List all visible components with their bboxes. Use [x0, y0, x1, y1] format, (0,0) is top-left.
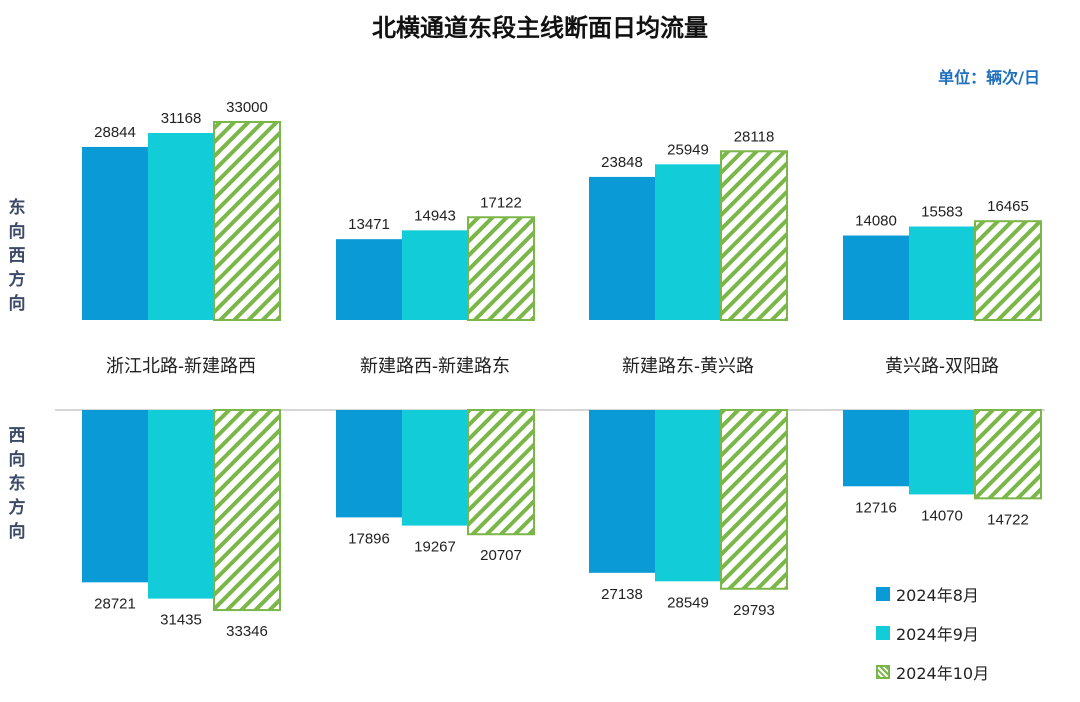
bar-label-top-0-1: 31168	[161, 110, 202, 127]
bar-label-top-1-1: 14943	[414, 207, 456, 224]
bar-label-bottom-2-2: 29793	[733, 602, 775, 619]
legend-swatch	[876, 586, 890, 601]
bar-label-top-1-2: 17122	[480, 194, 522, 211]
bar-label-top-3-2: 16465	[987, 198, 1029, 215]
direction-label-top: 东向西方向	[8, 198, 26, 314]
unit-label: 单位：辆次/日	[938, 68, 1040, 87]
direction-label-bottom: 西向东方向	[8, 426, 26, 542]
bar-top-0-1	[148, 132, 214, 320]
category-label-3: 黄兴路-双阳路	[885, 356, 999, 376]
bar-label-bottom-2-0: 27138	[601, 586, 643, 603]
bar-top-2-2	[720, 150, 788, 321]
legend: 2024年8月 2024年9月 2024年10月	[876, 574, 989, 691]
bar-bottom-1-0	[336, 410, 402, 518]
bar-label-bottom-1-0: 17896	[348, 530, 390, 547]
category-label-1: 新建路西-新建路东	[360, 356, 510, 376]
legend-label: 2024年10月	[896, 663, 990, 683]
bar-top-1-2	[467, 216, 535, 322]
legend-label: 2024年9月	[896, 624, 979, 644]
bar-bottom-0-1	[148, 410, 214, 599]
bar-label-bottom-2-1: 28549	[667, 594, 709, 611]
category-label-0: 浙江北路-新建路西	[106, 356, 256, 376]
bar-bottom-2-1	[655, 410, 721, 582]
bar-label-bottom-3-0: 12716	[855, 499, 897, 516]
bar-label-top-0-0: 28844	[94, 124, 136, 141]
bar-bottom-3-2	[974, 409, 1042, 500]
bar-label-top-3-1: 15583	[921, 204, 963, 221]
legend-item-2: 2024年10月	[876, 652, 989, 691]
bar-label-bottom-0-2: 33346	[226, 623, 268, 640]
bar-label-bottom-3-1: 14070	[921, 507, 963, 524]
legend-swatch	[876, 664, 890, 679]
bar-bottom-1-1	[402, 410, 468, 526]
bar-label-top-1-0: 13471	[348, 216, 390, 233]
bar-top-1-1	[402, 230, 468, 320]
bar-bottom-3-1	[909, 410, 975, 495]
bar-label-top-0-2: 33000	[226, 99, 268, 116]
bar-top-3-1	[909, 226, 975, 320]
bar-bottom-2-2	[720, 409, 788, 590]
bar-label-bottom-0-0: 28721	[94, 595, 136, 612]
legend-item-1: 2024年9月	[876, 613, 989, 652]
bar-bottom-2-0	[589, 410, 655, 573]
bar-top-0-0	[82, 146, 148, 320]
bar-label-bottom-1-2: 20707	[480, 547, 522, 564]
bar-label-top-2-0: 23848	[601, 154, 643, 171]
bar-bottom-3-0	[843, 410, 909, 487]
bar-label-top-3-0: 14080	[855, 213, 897, 230]
bar-top-3-2	[974, 220, 1042, 322]
bar-top-1-0	[336, 239, 402, 320]
legend-item-0: 2024年8月	[876, 574, 989, 613]
bar-top-0-2	[213, 121, 281, 321]
category-label-2: 新建路东-黄兴路	[622, 356, 754, 376]
bar-label-top-2-2: 28118	[734, 128, 775, 145]
bar-top-3-0	[843, 235, 909, 320]
bar-label-top-2-1: 25949	[667, 141, 709, 158]
bar-bottom-0-2	[213, 409, 281, 612]
chart-title: 北横通道东段主线断面日均流量	[372, 14, 708, 42]
legend-label: 2024年8月	[896, 585, 979, 605]
legend-swatch	[876, 625, 890, 640]
bar-top-2-1	[655, 164, 721, 320]
bar-bottom-1-2	[467, 409, 535, 536]
bar-label-bottom-0-1: 31435	[160, 612, 202, 629]
bar-label-bottom-3-2: 14722	[987, 511, 1029, 528]
bar-top-2-0	[589, 176, 655, 320]
bar-bottom-0-0	[82, 410, 148, 583]
bar-label-bottom-1-1: 19267	[414, 539, 456, 556]
